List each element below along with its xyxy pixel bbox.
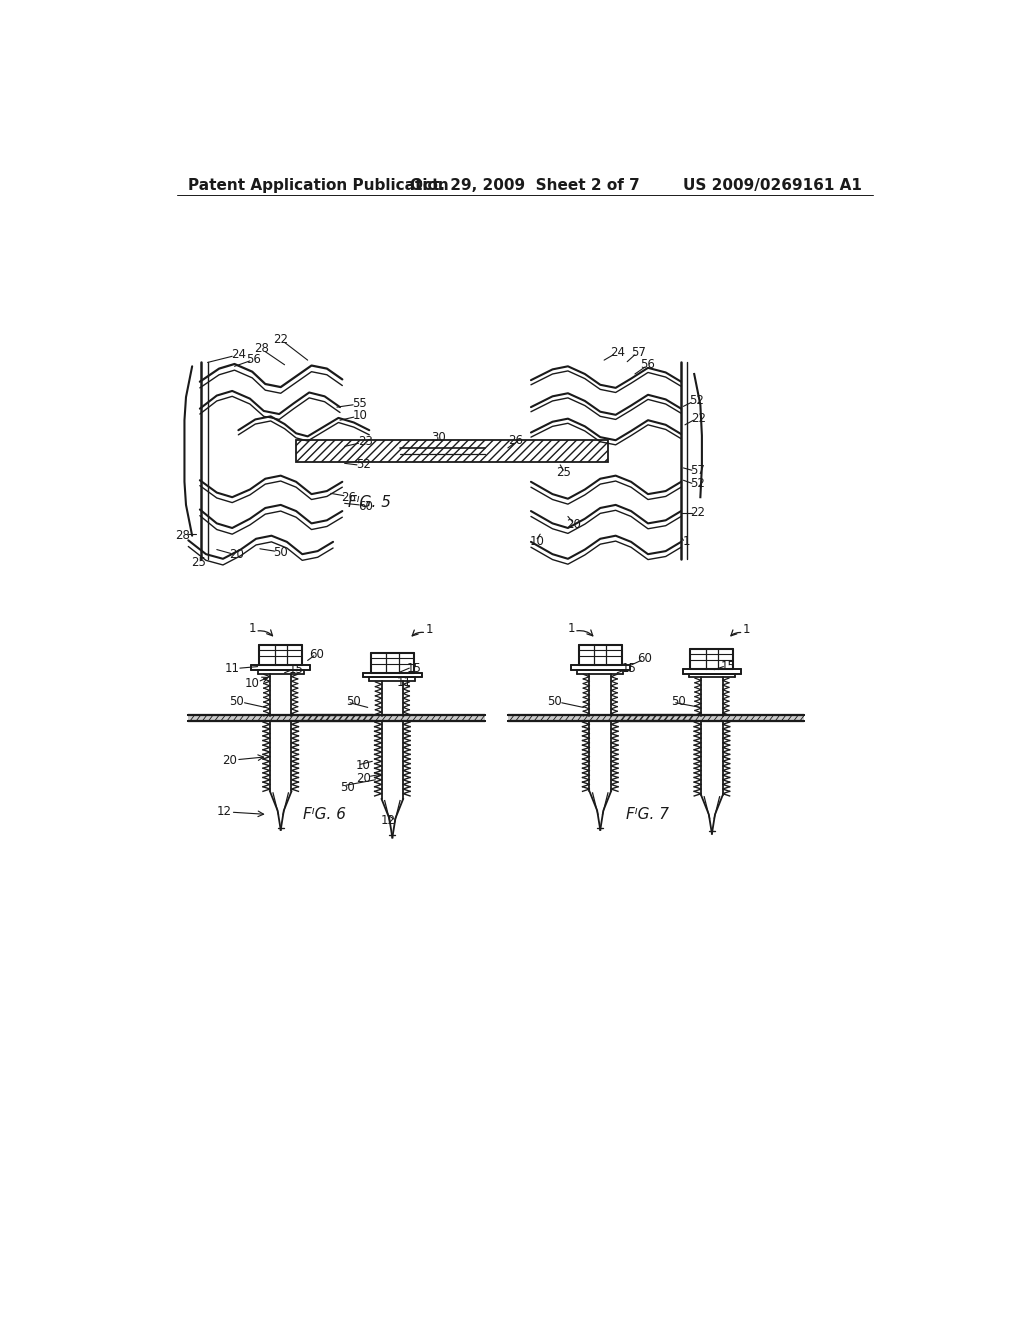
- Text: 12: 12: [381, 814, 396, 828]
- Text: 52: 52: [690, 477, 705, 490]
- Text: 1: 1: [426, 623, 433, 636]
- Text: 11: 11: [224, 661, 240, 675]
- Text: 50: 50: [273, 546, 288, 560]
- Bar: [508, 715, 692, 721]
- Text: 28: 28: [254, 342, 269, 355]
- Text: 25: 25: [556, 466, 570, 479]
- Text: 15: 15: [289, 663, 303, 676]
- Text: 22: 22: [691, 412, 707, 425]
- Text: 50: 50: [346, 694, 361, 708]
- Text: 24: 24: [609, 346, 625, 359]
- Text: FᴵG. 5: FᴵG. 5: [348, 495, 391, 510]
- Bar: [620, 715, 804, 721]
- Text: 60: 60: [638, 652, 652, 665]
- Text: 28: 28: [175, 529, 189, 543]
- Text: 20: 20: [221, 754, 237, 767]
- Text: 10: 10: [245, 677, 260, 690]
- Text: 20: 20: [566, 517, 581, 531]
- Text: 25: 25: [190, 556, 206, 569]
- Text: 57: 57: [690, 463, 705, 477]
- Text: 50: 50: [340, 781, 355, 795]
- Text: 12: 12: [217, 805, 232, 818]
- Text: 60: 60: [358, 500, 373, 513]
- Text: 26: 26: [508, 434, 523, 446]
- Text: 57: 57: [632, 346, 646, 359]
- Text: Oct. 29, 2009  Sheet 2 of 7: Oct. 29, 2009 Sheet 2 of 7: [410, 178, 640, 193]
- Text: 50: 50: [229, 694, 244, 708]
- Text: 50: 50: [547, 694, 561, 708]
- Bar: [300, 715, 484, 721]
- Bar: [188, 715, 373, 721]
- Text: 1: 1: [249, 622, 256, 635]
- Text: 1: 1: [567, 622, 574, 635]
- Text: 56: 56: [641, 358, 655, 371]
- Bar: [296, 441, 608, 462]
- Text: 24: 24: [230, 348, 246, 362]
- Text: 22: 22: [273, 333, 288, 346]
- Text: US 2009/0269161 A1: US 2009/0269161 A1: [683, 178, 862, 193]
- Text: 23: 23: [358, 436, 373, 449]
- Text: 15: 15: [407, 661, 421, 675]
- Text: 10: 10: [352, 409, 368, 422]
- Text: 22: 22: [690, 506, 705, 519]
- Text: 1: 1: [683, 536, 690, 548]
- Text: 15: 15: [623, 661, 637, 675]
- Text: 50: 50: [672, 694, 686, 708]
- Text: 20: 20: [355, 772, 371, 785]
- Text: 1: 1: [742, 623, 751, 636]
- Text: 52: 52: [689, 395, 703, 408]
- Text: 10: 10: [355, 759, 371, 772]
- Text: 10: 10: [529, 536, 545, 548]
- Text: Patent Application Publication: Patent Application Publication: [188, 178, 450, 193]
- Text: 52: 52: [355, 458, 371, 471]
- Text: 26: 26: [341, 491, 356, 504]
- Text: FᴵG. 6: FᴵG. 6: [303, 807, 346, 822]
- Text: 55: 55: [352, 397, 367, 409]
- Text: 15: 15: [721, 660, 735, 673]
- Text: 56: 56: [247, 352, 261, 366]
- Text: 30: 30: [431, 430, 445, 444]
- Text: 11: 11: [396, 676, 412, 689]
- Text: FᴵG. 7: FᴵG. 7: [627, 807, 670, 822]
- Text: 60: 60: [309, 648, 325, 661]
- Text: 20: 20: [229, 548, 245, 561]
